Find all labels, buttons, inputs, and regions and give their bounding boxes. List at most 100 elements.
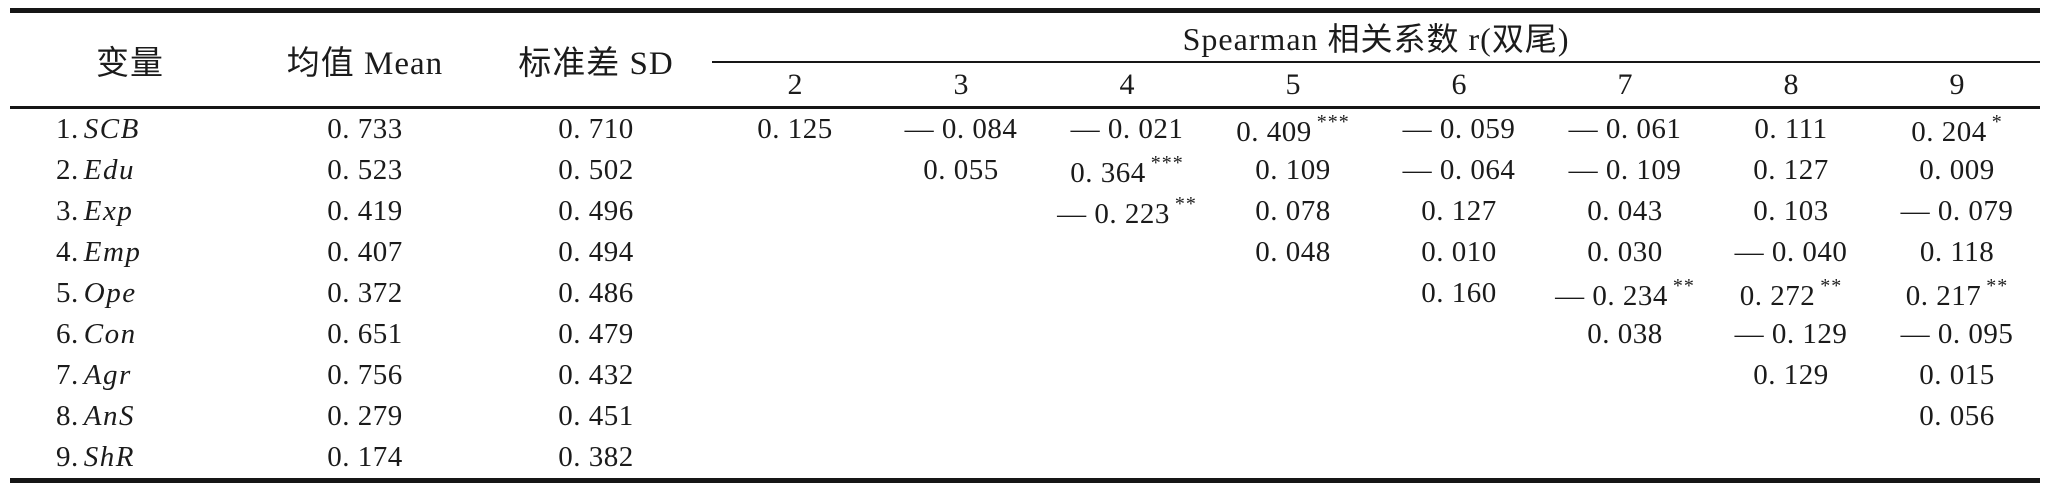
corr-value (712, 273, 878, 314)
corr-value (878, 314, 1044, 355)
row-number: 6. (56, 318, 79, 350)
row-number: 9. (56, 441, 79, 473)
corr-value (1044, 437, 1210, 481)
corr-value: 0. 127 (1753, 154, 1829, 186)
corr-value: — 0. 223 ** (1057, 192, 1197, 230)
mean-value: 0. 174 (327, 441, 403, 473)
table-header: 变量 均值 Mean 标准差 SD Spearman 相关系数 r(双尾) 2 … (10, 10, 2041, 108)
corr-value (1708, 396, 1874, 437)
corr-value: 0. 030 (1587, 236, 1663, 268)
column-header-spearman-group: Spearman 相关系数 r(双尾) (712, 10, 2041, 63)
corr-value (1376, 437, 1542, 481)
row-number: 7. (56, 359, 79, 391)
significance-stars: *** (1150, 151, 1184, 174)
mean-value: 0. 756 (327, 359, 403, 391)
corr-value: — 0. 129 (1734, 318, 1848, 350)
corr-value: — 0. 059 (1402, 113, 1516, 145)
corr-value: 0. 409 *** (1236, 110, 1350, 148)
column-header-variable: 变量 (96, 45, 164, 82)
subcolumn-header-2: 2 (787, 67, 803, 101)
corr-value (1210, 355, 1376, 396)
corr-value: — 0. 021 (1070, 113, 1184, 145)
corr-value (878, 396, 1044, 437)
row-label: 8. AnS (10, 396, 250, 437)
significance-stars: *** (1316, 110, 1350, 133)
corr-value: 0. 038 (1587, 318, 1663, 350)
corr-value (1210, 396, 1376, 437)
corr-value (878, 273, 1044, 314)
row-number: 3. (56, 195, 79, 227)
row-label: 3. Exp (10, 191, 250, 232)
sd-value: 0. 486 (558, 277, 634, 309)
mean-value: 0. 733 (327, 113, 403, 145)
row-variable-name: SCB (83, 113, 140, 145)
mean-value: 0. 372 (327, 277, 403, 309)
corr-value: 0. 217 ** (1905, 274, 2009, 312)
sd-value: 0. 479 (558, 318, 634, 350)
correlation-table: 变量 均值 Mean 标准差 SD Spearman 相关系数 r(双尾) 2 … (10, 8, 2041, 483)
corr-value (1044, 396, 1210, 437)
row-variable-name: Exp (83, 195, 134, 227)
corr-value (1044, 232, 1210, 273)
table-row: 8. AnS 0. 279 0. 451 0. 056 (10, 396, 2040, 437)
significance-stars: ** (1820, 274, 1843, 297)
row-label: 2. Edu (10, 150, 250, 191)
significance-stars: ** (1986, 274, 2009, 297)
corr-value: 0. 103 (1753, 195, 1829, 227)
corr-value (712, 314, 878, 355)
table-body: 1. SCB 0. 733 0. 710 0. 125 — 0. 084 — 0. 021 0… (10, 108, 2040, 481)
corr-value (712, 355, 878, 396)
corr-value: 0. 043 (1587, 195, 1663, 227)
corr-value: — 0. 095 (1900, 318, 2014, 350)
corr-value: 0. 010 (1421, 236, 1497, 268)
corr-value: — 0. 064 (1402, 154, 1516, 186)
subcolumn-header-4: 4 (1119, 67, 1135, 101)
row-variable-name: Agr (83, 359, 132, 391)
significance-stars: ** (1174, 192, 1197, 215)
subcolumn-header-3: 3 (953, 67, 969, 101)
corr-value: 0. 056 (1919, 400, 1995, 432)
corr-value: — 0. 040 (1734, 236, 1848, 268)
row-number: 4. (56, 236, 79, 268)
sd-value: 0. 710 (558, 113, 634, 145)
row-number: 1. (56, 113, 79, 145)
corr-value: — 0. 061 (1568, 113, 1682, 145)
corr-value: 0. 111 (1754, 113, 1828, 145)
header-row-top: 变量 均值 Mean 标准差 SD Spearman 相关系数 r(双尾) (10, 10, 2041, 82)
corr-value: 0. 078 (1255, 195, 1331, 227)
corr-value (878, 355, 1044, 396)
mean-value: 0. 523 (327, 154, 403, 186)
corr-value: 0. 055 (923, 154, 999, 186)
sd-value: 0. 496 (558, 195, 634, 227)
sd-value: 0. 432 (558, 359, 634, 391)
corr-value (712, 150, 878, 191)
row-label: 4. Emp (10, 232, 250, 273)
significance-stars: * (1991, 110, 2003, 133)
corr-value: 0. 118 (1919, 236, 1995, 268)
corr-value (1376, 396, 1542, 437)
corr-value (1542, 437, 1708, 481)
table-row: 1. SCB 0. 733 0. 710 0. 125 — 0. 084 — 0. 021 0… (10, 108, 2040, 151)
corr-value: 0. 015 (1919, 359, 1995, 391)
corr-value (878, 191, 1044, 232)
corr-value (1210, 437, 1376, 481)
table-row: 9. ShR 0. 174 0. 382 (10, 437, 2040, 481)
corr-value (1376, 355, 1542, 396)
row-variable-name: ShR (83, 441, 135, 473)
row-number: 5. (56, 277, 79, 309)
subcolumn-header-5: 5 (1285, 67, 1301, 101)
corr-value: 0. 272 ** (1739, 274, 1843, 312)
corr-value: 0. 129 (1753, 359, 1829, 391)
row-label: 6. Con (10, 314, 250, 355)
significance-stars: ** (1672, 274, 1695, 297)
mean-value: 0. 419 (327, 195, 403, 227)
column-header-sd: 标准差 SD (518, 45, 674, 82)
subcolumn-header-9: 9 (1949, 67, 1965, 101)
table-row: 7. Agr 0. 756 0. 432 0. 129 0. 015 (10, 355, 2040, 396)
table-row: 4. Emp 0. 407 0. 494 0. 048 0. 010 0. 030 — 0. … (10, 232, 2040, 273)
sd-value: 0. 502 (558, 154, 634, 186)
corr-value (712, 191, 878, 232)
corr-value: 0. 127 (1421, 195, 1497, 227)
corr-value: 0. 364 *** (1070, 151, 1184, 189)
